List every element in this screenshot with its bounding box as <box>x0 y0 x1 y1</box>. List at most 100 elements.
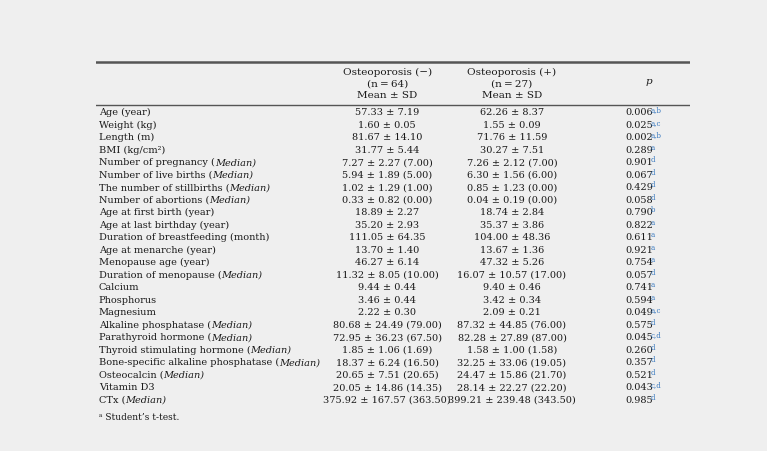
Text: 2.22 ± 0.30: 2.22 ± 0.30 <box>358 308 416 317</box>
Text: d: d <box>651 181 656 189</box>
Text: p: p <box>645 76 652 85</box>
Text: Bone-specific alkaline phosphatase (: Bone-specific alkaline phosphatase ( <box>99 357 279 367</box>
Text: d: d <box>651 368 656 376</box>
Text: a: a <box>651 281 655 289</box>
Text: 72.95 ± 36.23 (67.50): 72.95 ± 36.23 (67.50) <box>333 332 442 341</box>
Text: 80.68 ± 24.49 (79.00): 80.68 ± 24.49 (79.00) <box>333 320 442 329</box>
Text: Median): Median) <box>222 270 262 279</box>
Text: 13.70 ± 1.40: 13.70 ± 1.40 <box>355 245 420 254</box>
Text: 0.025: 0.025 <box>625 120 653 129</box>
Text: Menopause age (year): Menopause age (year) <box>99 258 209 267</box>
Text: a,c: a,c <box>651 119 662 127</box>
Text: 3.42 ± 0.34: 3.42 ± 0.34 <box>483 295 541 304</box>
Text: Number of pregnancy (: Number of pregnancy ( <box>99 158 215 167</box>
Text: 71.76 ± 11.59: 71.76 ± 11.59 <box>477 133 547 142</box>
Text: Median): Median) <box>229 183 271 192</box>
Text: b: b <box>651 206 656 214</box>
Text: 0.04 ± 0.19 (0.00): 0.04 ± 0.19 (0.00) <box>467 195 557 204</box>
Text: 0.043: 0.043 <box>625 382 653 391</box>
Text: a: a <box>651 256 655 264</box>
Text: 104.00 ± 48.36: 104.00 ± 48.36 <box>474 233 550 242</box>
Text: Age at menarche (year): Age at menarche (year) <box>99 245 216 254</box>
Text: 0.357: 0.357 <box>625 357 653 366</box>
Text: 0.049: 0.049 <box>625 308 653 317</box>
Text: 31.77 ± 5.44: 31.77 ± 5.44 <box>355 145 420 154</box>
Text: Age at first birth (year): Age at first birth (year) <box>99 207 214 217</box>
Text: Median): Median) <box>125 395 166 404</box>
Text: 81.67 ± 14.10: 81.67 ± 14.10 <box>352 133 423 142</box>
Text: Osteoporosis (−): Osteoporosis (−) <box>343 68 432 77</box>
Text: d: d <box>651 193 656 202</box>
Text: 0.594: 0.594 <box>625 295 653 304</box>
Text: 6.30 ± 1.56 (6.00): 6.30 ± 1.56 (6.00) <box>467 170 557 179</box>
Text: 0.002: 0.002 <box>625 133 653 142</box>
Text: a,c: a,c <box>651 306 662 314</box>
Text: 18.89 ± 2.27: 18.89 ± 2.27 <box>355 208 420 217</box>
Text: 0.33 ± 0.82 (0.00): 0.33 ± 0.82 (0.00) <box>342 195 433 204</box>
Text: 0.741: 0.741 <box>625 283 653 291</box>
Text: 1.55 ± 0.09: 1.55 ± 0.09 <box>483 120 541 129</box>
Text: Calcium: Calcium <box>99 283 140 291</box>
Text: Osteocalcin (: Osteocalcin ( <box>99 370 163 379</box>
Text: 7.26 ± 2.12 (7.00): 7.26 ± 2.12 (7.00) <box>466 158 558 167</box>
Text: Age (year): Age (year) <box>99 108 150 117</box>
Text: 30.27 ± 7.51: 30.27 ± 7.51 <box>480 145 544 154</box>
Text: (n = 64): (n = 64) <box>367 79 408 88</box>
Text: 57.33 ± 7.19: 57.33 ± 7.19 <box>355 108 420 117</box>
Text: 0.521: 0.521 <box>625 370 653 379</box>
Text: Magnesium: Magnesium <box>99 308 156 317</box>
Text: Length (m): Length (m) <box>99 133 154 142</box>
Text: 0.85 ± 1.23 (0.00): 0.85 ± 1.23 (0.00) <box>467 183 557 192</box>
Text: 20.05 ± 14.86 (14.35): 20.05 ± 14.86 (14.35) <box>333 382 442 391</box>
Text: 9.44 ± 0.44: 9.44 ± 0.44 <box>358 283 416 291</box>
Text: 0.289: 0.289 <box>625 145 653 154</box>
Text: c,d: c,d <box>651 381 662 389</box>
Text: Age at last birthday (year): Age at last birthday (year) <box>99 220 229 229</box>
Text: 9.40 ± 0.46: 9.40 ± 0.46 <box>483 283 541 291</box>
Text: 13.67 ± 1.36: 13.67 ± 1.36 <box>480 245 544 254</box>
Text: 0.067: 0.067 <box>625 170 653 179</box>
Text: Median): Median) <box>211 320 252 329</box>
Text: Osteoporosis (+): Osteoporosis (+) <box>467 68 557 77</box>
Text: 20.65 ± 7.51 (20.65): 20.65 ± 7.51 (20.65) <box>336 370 439 379</box>
Text: a,b: a,b <box>651 106 662 114</box>
Text: Median): Median) <box>163 370 205 379</box>
Text: 3.46 ± 0.44: 3.46 ± 0.44 <box>358 295 416 304</box>
Text: 2.09 ± 0.21: 2.09 ± 0.21 <box>483 308 541 317</box>
Text: a: a <box>651 218 655 226</box>
Text: 5.94 ± 1.89 (5.00): 5.94 ± 1.89 (5.00) <box>342 170 433 179</box>
Text: 46.27 ± 6.14: 46.27 ± 6.14 <box>355 258 420 267</box>
Text: d: d <box>651 169 656 176</box>
Text: 87.32 ± 44.85 (76.00): 87.32 ± 44.85 (76.00) <box>457 320 567 329</box>
Text: 28.14 ± 22.27 (22.20): 28.14 ± 22.27 (22.20) <box>457 382 567 391</box>
Text: 18.37 ± 6.24 (16.50): 18.37 ± 6.24 (16.50) <box>336 357 439 366</box>
Text: 1.58 ± 1.00 (1.58): 1.58 ± 1.00 (1.58) <box>467 345 557 354</box>
Text: 375.92 ± 167.57 (363.50): 375.92 ± 167.57 (363.50) <box>324 395 451 404</box>
Text: Mean ± SD: Mean ± SD <box>357 91 417 100</box>
Text: 0.822: 0.822 <box>625 220 653 229</box>
Text: 399.21 ± 239.48 (343.50): 399.21 ± 239.48 (343.50) <box>448 395 576 404</box>
Text: 111.05 ± 64.35: 111.05 ± 64.35 <box>349 233 426 242</box>
Text: 0.429: 0.429 <box>625 183 653 192</box>
Text: Number of abortions (: Number of abortions ( <box>99 195 209 204</box>
Text: BMI (kg/cm²): BMI (kg/cm²) <box>99 145 165 154</box>
Text: Median): Median) <box>251 345 291 354</box>
Text: 18.74 ± 2.84: 18.74 ± 2.84 <box>480 208 544 217</box>
Text: d: d <box>651 268 656 276</box>
Text: 0.985: 0.985 <box>625 395 653 404</box>
Text: 0.611: 0.611 <box>625 233 653 242</box>
Text: Alkaline phosphatase (: Alkaline phosphatase ( <box>99 320 211 329</box>
Text: 35.37 ± 3.86: 35.37 ± 3.86 <box>480 220 544 229</box>
Text: Median): Median) <box>212 170 253 179</box>
Text: Median): Median) <box>209 195 250 204</box>
Text: 35.20 ± 2.93: 35.20 ± 2.93 <box>355 220 420 229</box>
Text: Vitamin D3: Vitamin D3 <box>99 382 154 391</box>
Text: 0.057: 0.057 <box>625 270 653 279</box>
Text: 1.60 ± 0.05: 1.60 ± 0.05 <box>358 120 416 129</box>
Text: 0.790: 0.790 <box>625 208 653 217</box>
Text: 0.045: 0.045 <box>625 332 653 341</box>
Text: 0.575: 0.575 <box>625 320 653 329</box>
Text: 1.02 ± 1.29 (1.00): 1.02 ± 1.29 (1.00) <box>342 183 433 192</box>
Text: a: a <box>651 143 655 152</box>
Text: 47.32 ± 5.26: 47.32 ± 5.26 <box>480 258 544 267</box>
